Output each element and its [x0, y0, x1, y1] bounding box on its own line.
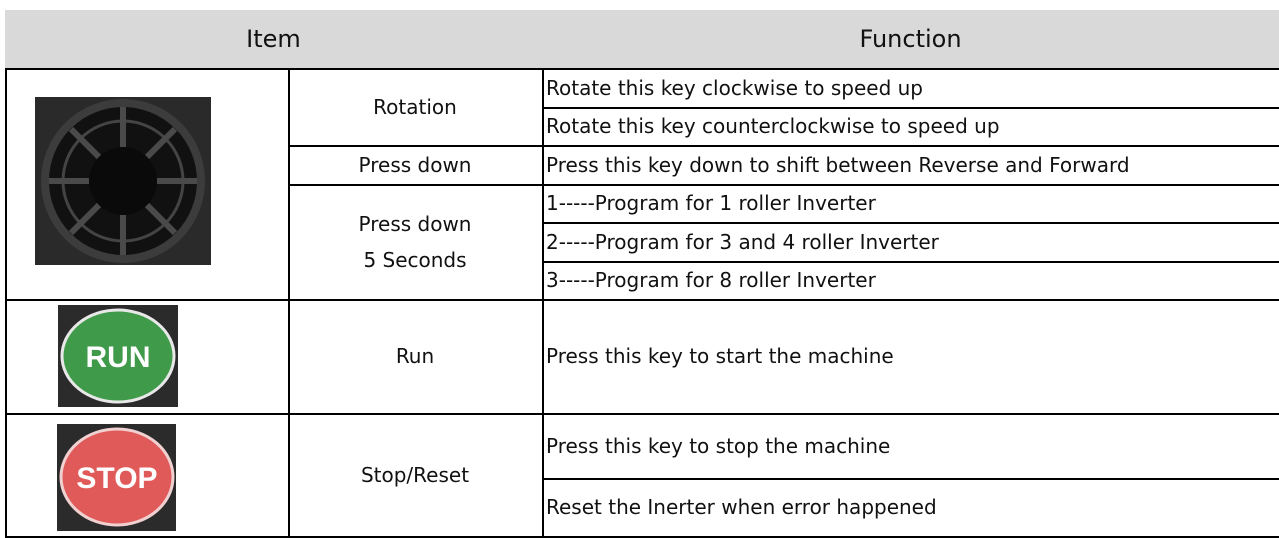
- function-text: 1-----Program for 1 roller Inverter: [546, 191, 876, 215]
- function-text: Rotate this key clockwise to speed up: [546, 75, 924, 100]
- function-cell: 1-----Program for 1 roller Inverter: [542, 184, 1279, 224]
- function-text: Rotate this key counterclockwise to spee…: [546, 114, 1000, 138]
- header-cell: Item: [5, 10, 544, 70]
- function-cell: 3-----Program for 8 roller Inverter: [542, 261, 1279, 301]
- function-text: Press this key down to shift between Rev…: [546, 152, 1130, 177]
- function-cell: Press this key down to shift between Rev…: [542, 145, 1279, 186]
- item-cell: Rotation: [288, 68, 544, 147]
- item-text: Run: [395, 344, 435, 368]
- function-cell: Press this key to stop the machine: [542, 413, 1279, 480]
- function-text: Press this key to start the machine: [546, 344, 894, 368]
- function-cell: Rotate this key counterclockwise to spee…: [542, 107, 1279, 147]
- header-text: Function: [859, 25, 962, 53]
- function-cell: Press this key to start the machine: [542, 299, 1279, 415]
- function-text: Press this key to stop the machine: [546, 433, 891, 458]
- item-text: Press down 5 Seconds: [358, 211, 472, 272]
- header-cell: Function: [542, 10, 1279, 70]
- function-cell: 2-----Program for 3 and 4 roller Inverte…: [542, 222, 1279, 263]
- header-text: Item: [246, 25, 301, 53]
- function-cell: Reset the Inerter when error happened: [542, 478, 1279, 538]
- item-text: Rotation: [373, 94, 457, 119]
- item-text: Stop/Reset: [360, 462, 470, 487]
- function-table: Item Function Rotation Press down Press …: [5, 10, 1279, 538]
- item-cell: Run: [288, 299, 544, 415]
- item-text: Press down: [358, 152, 472, 177]
- image-cell: [5, 299, 290, 415]
- function-text: 3-----Program for 8 roller Inverter: [546, 268, 876, 292]
- item-cell: Press down: [288, 145, 544, 186]
- item-cell: Stop/Reset: [288, 413, 544, 538]
- knob-image: [35, 97, 211, 265]
- item-cell: Press down 5 Seconds: [288, 184, 544, 301]
- function-text: Reset the Inerter when error happened: [546, 495, 937, 519]
- stop-label: STOP: [76, 462, 157, 495]
- run-label: RUN: [86, 341, 151, 374]
- function-text: 2-----Program for 3 and 4 roller Inverte…: [546, 229, 939, 254]
- function-cell: Rotate this key clockwise to speed up: [542, 68, 1279, 109]
- stop-button-image: STOP: [57, 424, 176, 531]
- run-button-image: RUN: [58, 305, 178, 407]
